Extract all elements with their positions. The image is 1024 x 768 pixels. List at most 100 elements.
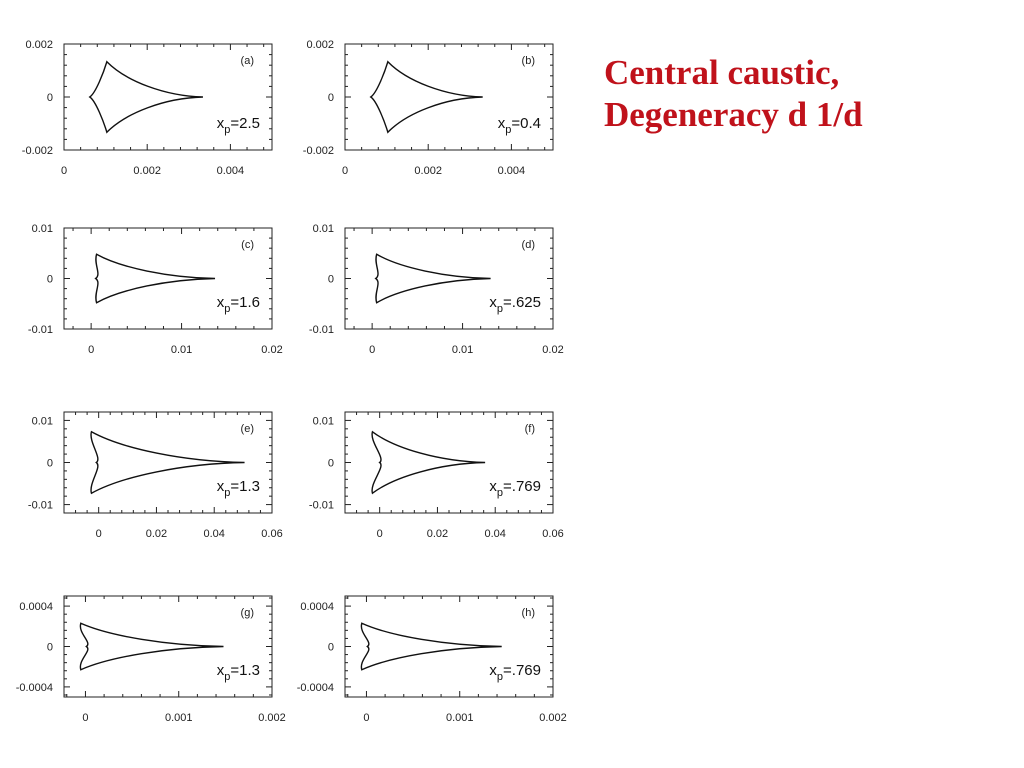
x-tick-label: 0.002 xyxy=(539,712,567,724)
x-tick-label: 0 xyxy=(363,712,369,724)
x-tick-label: 0.004 xyxy=(217,165,245,177)
y-tick-label: 0.002 xyxy=(25,39,53,51)
xp-subscript: p xyxy=(224,303,230,315)
xp-value: =1.3 xyxy=(230,662,260,679)
x-tick-label: 0.002 xyxy=(414,165,442,177)
y-tick-label: 0 xyxy=(47,458,53,470)
x-tick-label: 0.04 xyxy=(204,528,225,540)
xp-annotation: xp=0.4 xyxy=(498,115,541,136)
y-tick-label: -0.002 xyxy=(303,145,334,157)
y-tick-label: 0.01 xyxy=(32,223,53,235)
xp-subscript: p xyxy=(224,487,230,499)
caustic-curve xyxy=(371,430,486,495)
slide-title: Central caustic, Degeneracy d 1/d xyxy=(604,52,863,136)
xp-annotation: xp=1.6 xyxy=(217,294,260,315)
panel-h: 0 0.001 0.002 -0.0004 0 0.0004 (h) xp=.769 xyxy=(297,595,567,724)
x-tick-label: 0 xyxy=(377,528,383,540)
xp-symbol: x xyxy=(217,115,225,132)
x-tick-label: 0.001 xyxy=(165,712,193,724)
y-tick-label: 0 xyxy=(47,642,53,654)
x-tick-label: 0 xyxy=(88,344,94,356)
slide-title-line-1: Central caustic, xyxy=(604,53,840,92)
caustic-curve xyxy=(94,253,216,304)
y-tick-label: -0.002 xyxy=(22,145,53,157)
y-tick-label: 0.01 xyxy=(32,415,53,427)
x-tick-label: 0.02 xyxy=(146,528,167,540)
caustic-curve xyxy=(90,430,245,495)
xp-annotation: xp=1.3 xyxy=(217,662,260,683)
xp-symbol: x xyxy=(489,294,497,311)
x-tick-label: 0.002 xyxy=(133,165,161,177)
panel-label: (c) xyxy=(241,239,254,251)
xp-value: =2.5 xyxy=(230,115,260,132)
x-tick-label: 0.02 xyxy=(427,528,448,540)
panel-label: (b) xyxy=(522,55,535,67)
y-tick-label: -0.0004 xyxy=(16,682,53,694)
xp-symbol: x xyxy=(498,115,506,132)
panel-b: 0 0.002 0.004 -0.002 0 0.002 (b) xp=0.4 xyxy=(303,39,554,177)
plot-frame xyxy=(344,411,554,514)
y-tick-label: 0.0004 xyxy=(19,601,53,613)
xp-subscript: p xyxy=(497,671,503,683)
xp-annotation: xp=.769 xyxy=(489,478,541,499)
x-tick-label: 0 xyxy=(61,165,67,177)
xp-value: =.769 xyxy=(503,478,541,495)
caustic-curve xyxy=(374,253,491,304)
x-tick-label: 0 xyxy=(342,165,348,177)
caustic-curve xyxy=(369,60,483,134)
y-tick-label: -0.01 xyxy=(28,324,53,336)
y-tick-label: 0 xyxy=(328,92,334,104)
xp-value: =.769 xyxy=(503,662,541,679)
xp-subscript: p xyxy=(224,124,230,136)
xp-value: =0.4 xyxy=(511,115,541,132)
x-tick-label: 0.04 xyxy=(485,528,506,540)
x-tick-label: 0.01 xyxy=(452,344,473,356)
x-tick-label: 0 xyxy=(369,344,375,356)
panel-label: (e) xyxy=(241,423,254,435)
panel-f: 0 0.02 0.04 0.06 -0.01 0 0.01 (f) xp=.769 xyxy=(309,411,564,540)
y-tick-label: 0 xyxy=(328,274,334,286)
xp-annotation: xp=2.5 xyxy=(217,115,260,136)
xp-subscript: p xyxy=(505,124,511,136)
y-tick-label: 0.01 xyxy=(313,223,334,235)
y-tick-label: -0.01 xyxy=(309,500,334,512)
xp-symbol: x xyxy=(489,478,497,495)
xp-value: =1.3 xyxy=(230,478,260,495)
y-tick-label: 0 xyxy=(47,274,53,286)
panel-e: 0 0.02 0.04 0.06 -0.01 0 0.01 (e) xp=1.3 xyxy=(28,411,283,540)
panel-label: (a) xyxy=(241,55,254,67)
panel-c: 0 0.01 0.02 -0.01 0 0.01 (c) xp=1.6 xyxy=(28,223,283,356)
x-tick-label: 0 xyxy=(82,712,88,724)
caustic-curve xyxy=(88,60,203,134)
xp-value: =.625 xyxy=(503,294,541,311)
xp-subscript: p xyxy=(224,671,230,683)
x-tick-label: 0 xyxy=(96,528,102,540)
panel-label: (g) xyxy=(241,607,254,619)
panel-label: (h) xyxy=(522,607,535,619)
y-tick-label: 0.01 xyxy=(313,415,334,427)
xp-value: =1.6 xyxy=(230,294,260,311)
y-tick-label: 0 xyxy=(328,642,334,654)
x-tick-label: 0.06 xyxy=(542,528,563,540)
xp-annotation: xp=.769 xyxy=(489,662,541,683)
y-tick-label: 0 xyxy=(328,458,334,470)
x-tick-label: 0.001 xyxy=(446,712,474,724)
xp-symbol: x xyxy=(217,662,225,679)
x-tick-label: 0.002 xyxy=(258,712,286,724)
x-tick-label: 0.02 xyxy=(261,344,282,356)
caustic-curve xyxy=(360,622,502,671)
panel-a: 0 0.002 0.004 -0.002 0 0.002 (a) xp=2.5 xyxy=(22,39,273,177)
xp-annotation: xp=.625 xyxy=(489,294,541,315)
y-tick-label: 0.0004 xyxy=(300,601,334,613)
slide-title-line-2: Degeneracy d 1/d xyxy=(604,95,863,134)
x-tick-label: 0.02 xyxy=(542,344,563,356)
panel-g: 0 0.001 0.002 -0.0004 0 0.0004 (g) xp=1.3 xyxy=(16,595,286,724)
y-tick-label: -0.0004 xyxy=(297,682,334,694)
xp-subscript: p xyxy=(497,487,503,499)
xp-symbol: x xyxy=(217,478,225,495)
y-tick-label: 0.002 xyxy=(306,39,334,51)
panel-label: (f) xyxy=(525,423,535,435)
y-tick-label: -0.01 xyxy=(28,500,53,512)
xp-symbol: x xyxy=(217,294,225,311)
